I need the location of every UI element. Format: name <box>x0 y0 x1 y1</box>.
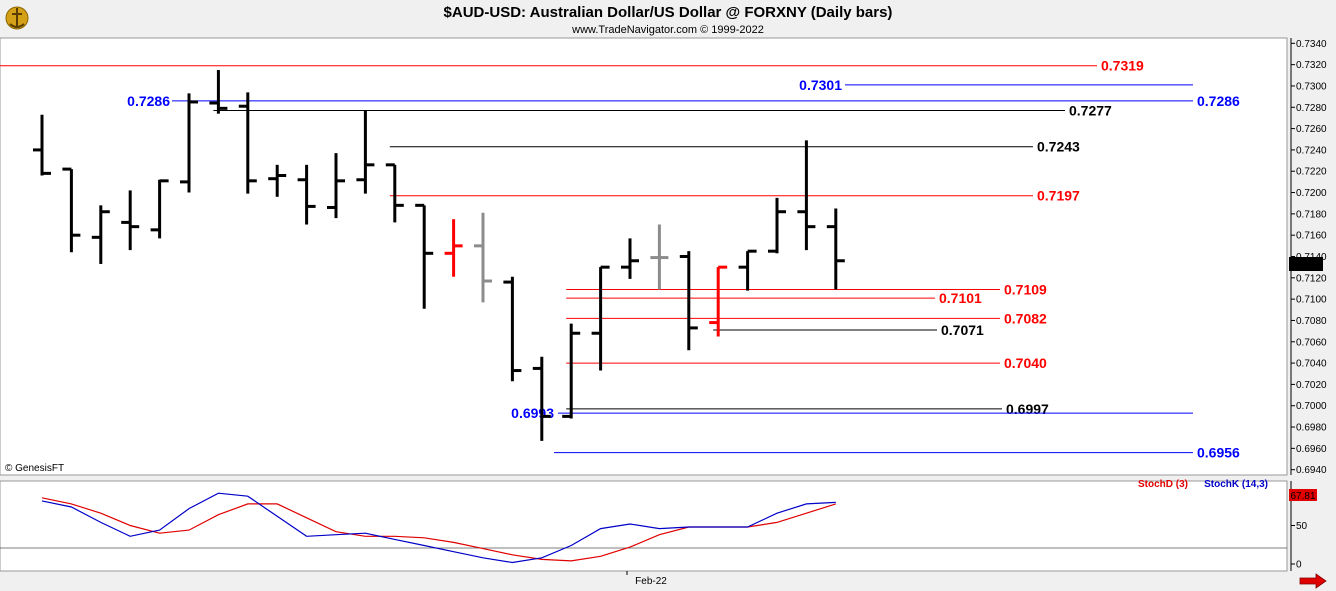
level-label: 0.6997 <box>1006 401 1049 417</box>
stochk-legend: StochK (14,3) <box>1204 479 1268 490</box>
price-axis-tick-label: 0.7280 <box>1296 103 1327 114</box>
price-axis-tick-label: 0.6960 <box>1296 444 1327 455</box>
ohlc-bar <box>33 114 51 176</box>
ohlc-bar <box>415 203 434 309</box>
ohlc-bar <box>91 205 110 264</box>
ohlc-bar <box>297 164 316 225</box>
ohlc-bar <box>709 265 728 337</box>
price-axis-tick-label: 0.7020 <box>1296 380 1327 391</box>
level-label: 0.6956 <box>1197 445 1240 461</box>
price-axis-tick-label: 0.7300 <box>1296 81 1327 92</box>
ohlc-bar <box>209 69 228 114</box>
ohlc-bar <box>238 92 257 194</box>
ohlc-bar <box>738 249 757 291</box>
price-axis-tick-label: 0.7320 <box>1296 60 1327 71</box>
stochd-legend: StochD (3) <box>1138 479 1188 490</box>
ohlc-bar <box>768 197 786 254</box>
ohlc-bar <box>562 323 581 419</box>
price-axis-tick-label: 0.7120 <box>1296 273 1327 284</box>
scroll-right-arrow-icon[interactable] <box>1297 573 1327 589</box>
ohlc-bar <box>62 167 81 253</box>
ohlc-bar <box>503 276 522 382</box>
ohlc-bars <box>33 69 845 441</box>
price-axis-tick-label: 0.7220 <box>1296 167 1327 178</box>
copyright-label: © GenesisFT <box>5 463 64 474</box>
ohlc-bar <box>444 219 463 277</box>
stoch-value-badge-box <box>1289 489 1317 501</box>
ohlc-bar <box>268 164 287 197</box>
level-label: 0.7301 <box>799 77 842 93</box>
level-lines: 0.7319 0.7301 0.7286 0.7286 0.7277 0.7243 0.71… <box>0 58 1240 461</box>
genesis-logo-icon <box>5 6 29 30</box>
ohlc-bar <box>474 212 492 303</box>
ohlc-bar <box>621 238 639 279</box>
ohlc-bar <box>180 93 198 193</box>
stoch-axis-tick-label: 50 <box>1296 521 1308 532</box>
x-axis-tick-label: Feb-22 <box>635 576 667 587</box>
price-axis-tick-label: 0.7100 <box>1296 295 1327 306</box>
ohlc-bar <box>650 224 669 290</box>
price-axis-tick-label: 0.7180 <box>1296 209 1327 220</box>
ohlc-bar <box>679 251 698 351</box>
level-label: 0.7101 <box>939 290 982 306</box>
stoch-axis-tick-label: 0 <box>1296 560 1302 571</box>
stoch-axis: 50 0 <box>1291 521 1308 571</box>
level-label: 0.6993 <box>511 405 554 421</box>
level-label: 0.7319 <box>1101 58 1144 74</box>
ohlc-bar <box>385 163 404 223</box>
level-label: 0.7109 <box>1004 282 1047 298</box>
level-label: 0.7243 <box>1037 139 1080 155</box>
ohlc-bar <box>826 208 845 290</box>
x-axis: Feb-22 <box>626 571 667 587</box>
ohlc-bar <box>532 356 551 441</box>
stochk-line <box>41 492 836 564</box>
price-axis-tick-label: 0.6980 <box>1296 423 1327 434</box>
level-label: 0.7071 <box>941 322 984 338</box>
last-price-badge: 0.7136 <box>1291 260 1322 271</box>
price-axis-tick-label: 0.7340 <box>1296 39 1327 50</box>
ohlc-bar <box>327 153 345 219</box>
ohlc-bar <box>150 179 169 239</box>
price-axis-tick-label: 0.7260 <box>1296 124 1327 135</box>
price-axis-tick-label: 0.7040 <box>1296 359 1327 370</box>
ohlc-bar <box>797 140 816 251</box>
level-label: 0.7040 <box>1004 355 1047 371</box>
price-axis-tick-label: 0.7240 <box>1296 145 1327 156</box>
price-axis-tick-label: 0.7000 <box>1296 401 1327 412</box>
price-axis-tick-label: 0.6940 <box>1296 465 1327 476</box>
price-axis-tick-label: 0.7060 <box>1296 337 1327 348</box>
level-label: 0.7197 <box>1037 188 1080 204</box>
level-label: 0.7286 <box>1197 93 1240 109</box>
price-axis-tick-label: 0.7160 <box>1296 231 1327 242</box>
level-label: 0.7082 <box>1004 310 1047 326</box>
stochastic-lines <box>41 492 836 564</box>
ohlc-bar <box>356 110 375 194</box>
level-label: 0.7286 <box>127 93 170 109</box>
stoch-value-badge: 67.81 <box>1290 491 1315 502</box>
level-label: 0.7277 <box>1069 102 1112 118</box>
chart-subtitle: www.TradeNavigator.com © 1999-2022 <box>571 24 764 36</box>
ohlc-bar <box>591 265 610 371</box>
chart-title: $AUD-USD: Australian Dollar/US Dollar @ … <box>444 4 893 21</box>
price-axis-tick-label: 0.7080 <box>1296 316 1327 327</box>
last-price-badge-box <box>1289 257 1323 271</box>
ohlc-bar <box>121 190 140 251</box>
price-axis-tick-label: 0.7200 <box>1296 188 1327 199</box>
